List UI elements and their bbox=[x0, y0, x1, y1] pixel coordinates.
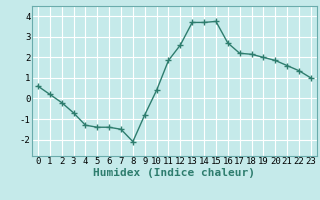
X-axis label: Humidex (Indice chaleur): Humidex (Indice chaleur) bbox=[93, 168, 255, 178]
